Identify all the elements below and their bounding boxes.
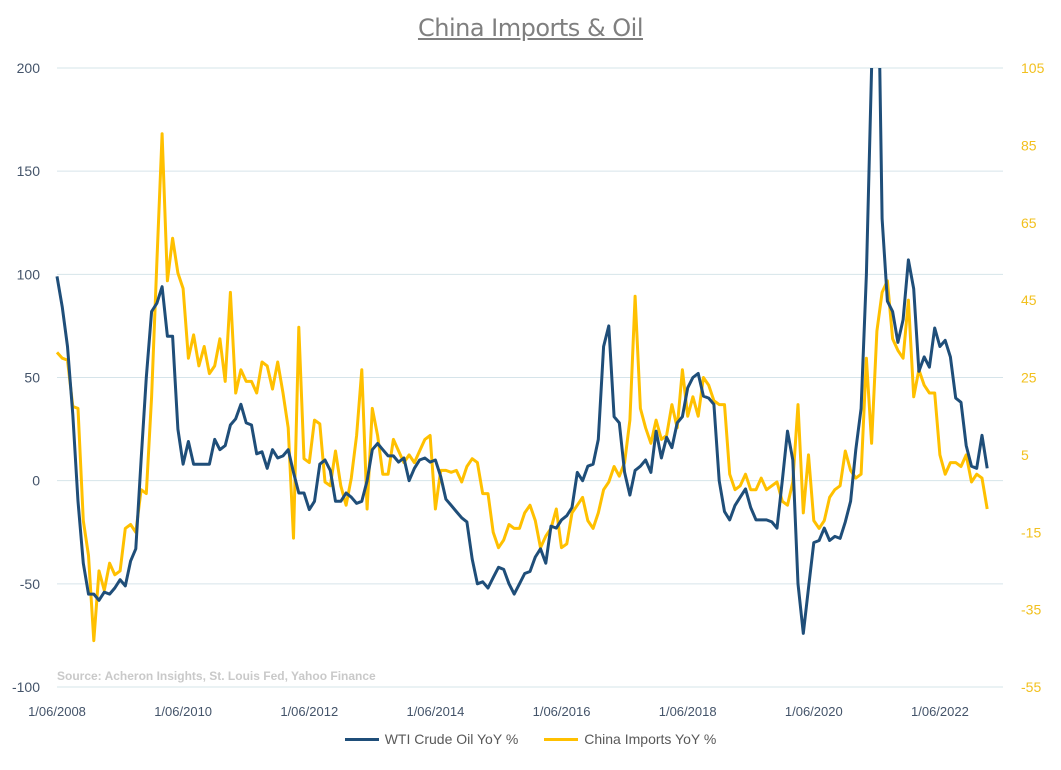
series-line-imports <box>55 132 989 643</box>
right-tick-label: -55 <box>1021 679 1041 695</box>
series-lines <box>55 68 989 643</box>
right-y-axis: 105 85 65 45 25 5 -15 -35 -55 <box>1021 60 1045 695</box>
legend-swatch-oil <box>344 737 379 741</box>
x-tick-label: 1/06/2022 <box>911 704 969 719</box>
source-note: Source: Acheron Insights, St. Louis Fed,… <box>57 669 376 683</box>
x-tick-label: 1/06/2020 <box>785 704 843 719</box>
right-tick-label: -35 <box>1021 602 1041 618</box>
right-tick-label: 65 <box>1021 215 1037 231</box>
right-tick-label: 25 <box>1021 370 1037 386</box>
legend-swatch-imports <box>544 737 579 741</box>
left-tick-label: 100 <box>17 266 41 282</box>
left-tick-label: 150 <box>17 163 41 179</box>
legend-item-oil[interactable]: WTI Crude Oil YoY % <box>344 731 519 747</box>
legend-label-oil: WTI Crude Oil YoY % <box>384 731 519 747</box>
legend-label-imports: China Imports YoY % <box>584 731 717 747</box>
x-tick-label: 1/06/2010 <box>154 704 212 719</box>
right-tick-label: 5 <box>1021 447 1029 463</box>
gridlines <box>57 67 1003 688</box>
right-tick-label: 85 <box>1021 137 1037 153</box>
x-tick-label: 1/06/2008 <box>28 704 86 719</box>
left-tick-label: -100 <box>12 679 40 695</box>
legend: WTI Crude Oil YoY % China Imports YoY % <box>0 731 1061 747</box>
x-tick-label: 1/06/2018 <box>659 704 717 719</box>
x-tick-label: 1/06/2016 <box>533 704 591 719</box>
left-tick-label: 200 <box>17 60 41 76</box>
left-tick-label: 0 <box>32 473 40 489</box>
series-line-oil <box>55 68 989 635</box>
left-tick-label: 50 <box>24 370 40 386</box>
chart-title: China Imports & Oil <box>417 14 644 42</box>
right-tick-label: 45 <box>1021 292 1037 308</box>
right-tick-label: 105 <box>1021 60 1045 76</box>
x-axis: 1/06/2008 1/06/2010 1/06/2012 1/06/2014 1/06… <box>28 704 969 719</box>
left-y-axis: 200 150 100 50 0 -50 -100 <box>12 60 40 695</box>
right-tick-label: -15 <box>1021 524 1041 540</box>
x-tick-label: 1/06/2012 <box>280 704 338 719</box>
left-tick-label: -50 <box>20 576 40 592</box>
legend-item-imports[interactable]: China Imports YoY % <box>544 731 716 747</box>
x-tick-label: 1/06/2014 <box>406 704 464 719</box>
